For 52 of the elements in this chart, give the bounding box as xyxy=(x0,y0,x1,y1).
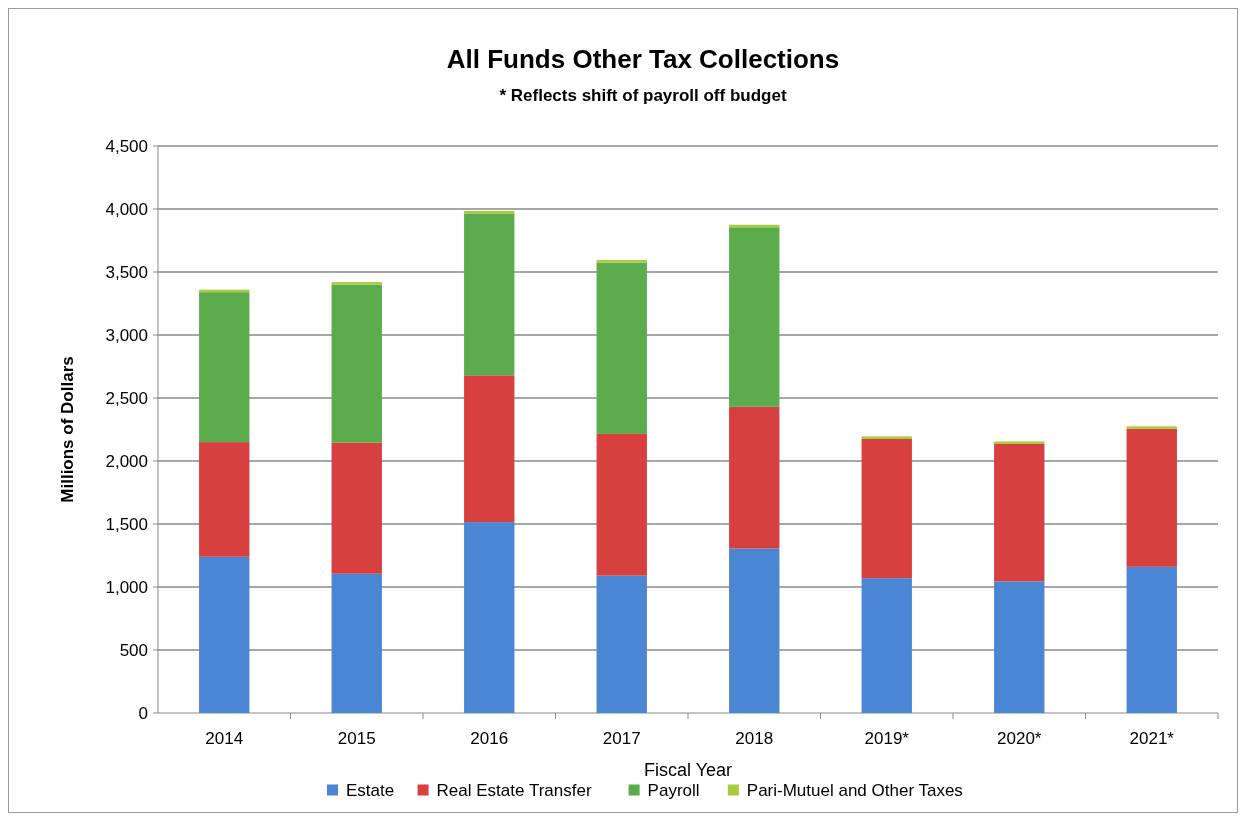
y-tick-label: 2,500 xyxy=(105,388,148,408)
x-tick-label: 2021* xyxy=(1129,729,1175,748)
bar xyxy=(861,578,912,713)
bar xyxy=(199,292,250,443)
x-tick-label: 2018 xyxy=(735,729,774,748)
bar xyxy=(994,441,1045,444)
y-tick-label: 3,000 xyxy=(105,325,148,345)
bar xyxy=(596,260,647,263)
bar xyxy=(331,284,382,443)
x-tick-label: 2019* xyxy=(864,729,910,748)
bar xyxy=(464,213,515,376)
bar xyxy=(331,442,382,574)
bar xyxy=(994,581,1045,713)
y-tick-label: 4,500 xyxy=(105,136,148,156)
legend-label: Real Estate Transfer xyxy=(436,780,592,800)
bar xyxy=(596,575,647,713)
y-axis-title: Millions of Dollars xyxy=(58,356,77,503)
bar xyxy=(861,438,912,579)
x-tick-label: 2015 xyxy=(337,729,376,748)
bar xyxy=(729,227,780,407)
bar xyxy=(994,443,1045,582)
bar xyxy=(729,406,780,549)
legend-label: Estate xyxy=(346,780,395,800)
x-tick-label: 2020* xyxy=(997,729,1042,748)
bar xyxy=(596,433,647,576)
bar xyxy=(331,282,382,285)
bar xyxy=(199,442,250,557)
x-axis-title: Fiscal Year xyxy=(643,760,733,780)
bar xyxy=(464,522,515,713)
x-tick-label: 2016 xyxy=(470,729,509,748)
x-tick-label: 2017 xyxy=(602,729,641,748)
bar xyxy=(464,375,515,523)
bar xyxy=(1126,428,1177,567)
chart-subtitle: * Reflects shift of payroll off budget xyxy=(499,86,787,105)
bar xyxy=(1126,426,1177,429)
bar xyxy=(729,548,780,713)
y-tick-label: 500 xyxy=(119,640,148,660)
y-tick-label: 1,500 xyxy=(105,514,148,534)
y-tick-label: 2,000 xyxy=(105,451,148,471)
y-tick-label: 3,500 xyxy=(105,262,148,282)
legend-label: Pari-Mutuel and Other Taxes xyxy=(746,780,963,800)
y-tick-label: 4,000 xyxy=(105,199,148,219)
bar xyxy=(199,556,250,713)
y-tick-label: 0 xyxy=(138,703,148,723)
bar xyxy=(861,436,912,439)
chart-title: All Funds Other Tax Collections xyxy=(446,44,840,74)
legend-label: Payroll xyxy=(647,780,700,800)
y-tick-label: 1,000 xyxy=(105,577,148,597)
bar xyxy=(331,573,382,713)
bar xyxy=(596,262,647,434)
x-tick-label: 2014 xyxy=(205,729,244,748)
bar xyxy=(1126,566,1177,713)
